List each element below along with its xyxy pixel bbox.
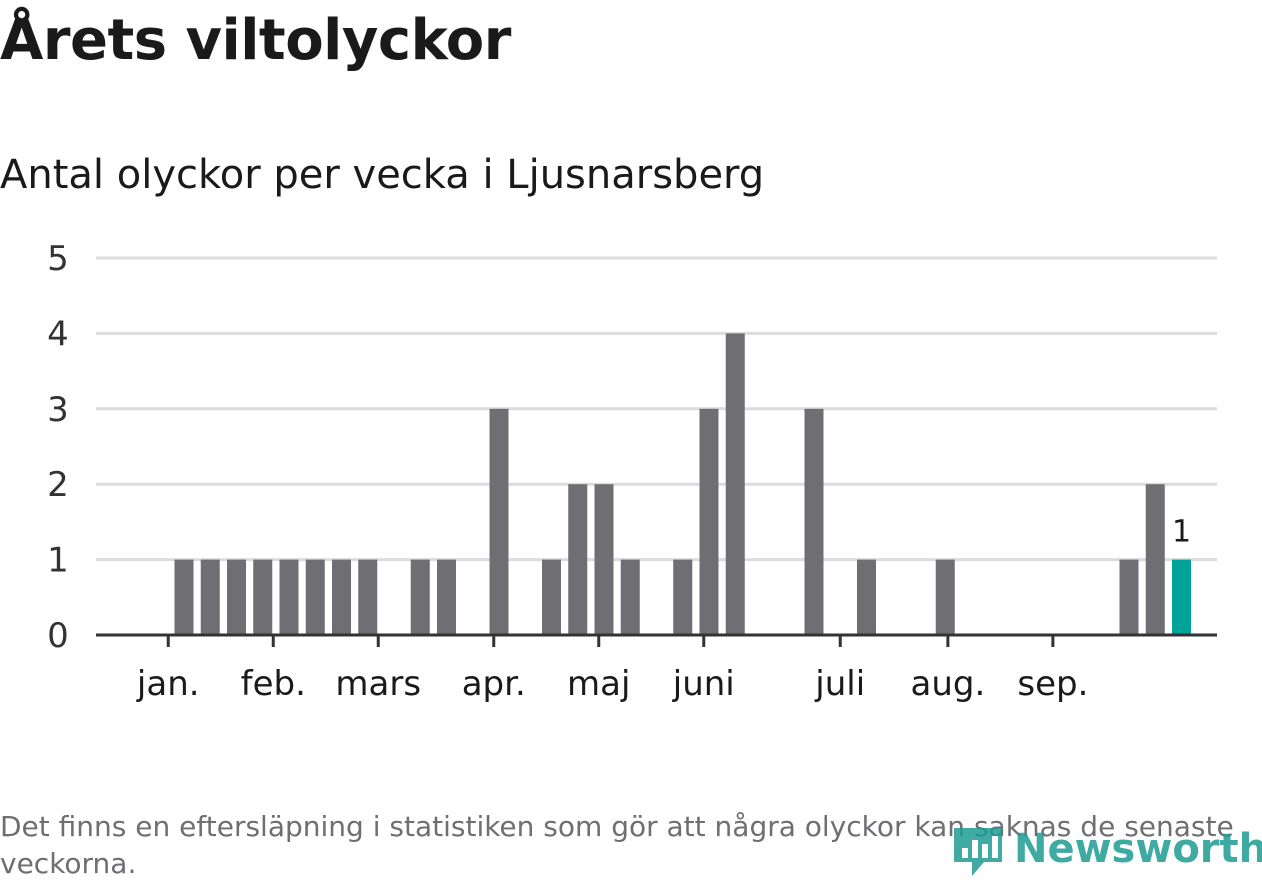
bar-week-12 <box>437 559 456 635</box>
footnote: Det finns en eftersläpning i statistiken… <box>0 810 1234 880</box>
bar-week-26 <box>804 408 824 635</box>
bar-week-31 <box>935 559 955 635</box>
bar-week-22 <box>699 408 719 635</box>
y-tick-label: 5 <box>47 239 69 279</box>
x-tick-label: sep. <box>1017 664 1088 704</box>
gridlines <box>96 256 1217 562</box>
bar-week-5 <box>253 559 273 635</box>
x-tick-label: mars <box>335 664 421 704</box>
bar-week-21 <box>673 559 693 635</box>
y-tick-label: 0 <box>47 616 69 656</box>
bar-week-28 <box>857 559 876 635</box>
bar-week-11 <box>410 559 430 635</box>
x-tick-label: feb. <box>241 664 306 704</box>
bar-week-14 <box>489 408 509 635</box>
bar-week-6 <box>279 559 299 635</box>
bar-week-7 <box>305 559 325 635</box>
bar-week-38 <box>1119 559 1139 635</box>
bar-week-18 <box>594 484 614 635</box>
brand-name: Newsworthy <box>1014 826 1262 872</box>
y-tick-label: 3 <box>47 390 69 430</box>
bar-week-9 <box>358 559 378 635</box>
data-labels: 1 <box>1172 515 1191 550</box>
bar-week-4 <box>227 559 246 635</box>
chart-title: Årets viltolyckor <box>0 8 511 73</box>
x-tick-label: juni <box>672 664 735 704</box>
bar-week-16 <box>542 559 561 635</box>
x-axis: jan. feb. mars apr. maj juni juli aug. sep. <box>96 633 1217 704</box>
y-axis-ticks: 0 1 2 3 4 5 <box>47 239 69 656</box>
bar-week-2 <box>174 559 194 635</box>
x-tick-label: apr. <box>462 664 526 704</box>
bar-week-39 <box>1145 484 1165 635</box>
bar-week-8 <box>332 559 351 635</box>
bar-chart: 0 1 2 3 4 5 jan. feb. mars apr. maj juni juli aug. se… <box>47 239 1217 704</box>
brand-logo: Newsworthy <box>950 818 1262 880</box>
x-tick-label: jan. <box>136 664 200 704</box>
bar-week-23 <box>725 333 745 635</box>
x-tick-label: juli <box>814 664 865 704</box>
highlight-value-label: 1 <box>1172 515 1191 550</box>
y-tick-label: 4 <box>47 314 69 354</box>
y-tick-label: 2 <box>47 465 69 505</box>
bar-week-3 <box>200 559 220 635</box>
bars <box>174 333 1191 635</box>
chart-subtitle: Antal olyckor per vecka i Ljusnarsberg <box>0 152 765 198</box>
bar-week-19 <box>620 559 640 635</box>
newsworthy-logo-icon <box>954 828 1002 876</box>
y-tick-label: 1 <box>47 541 69 581</box>
bar-week-40 <box>1172 559 1191 635</box>
x-tick-label: aug. <box>910 664 985 704</box>
x-tick-label: maj <box>567 664 630 704</box>
bar-week-17 <box>568 484 588 635</box>
